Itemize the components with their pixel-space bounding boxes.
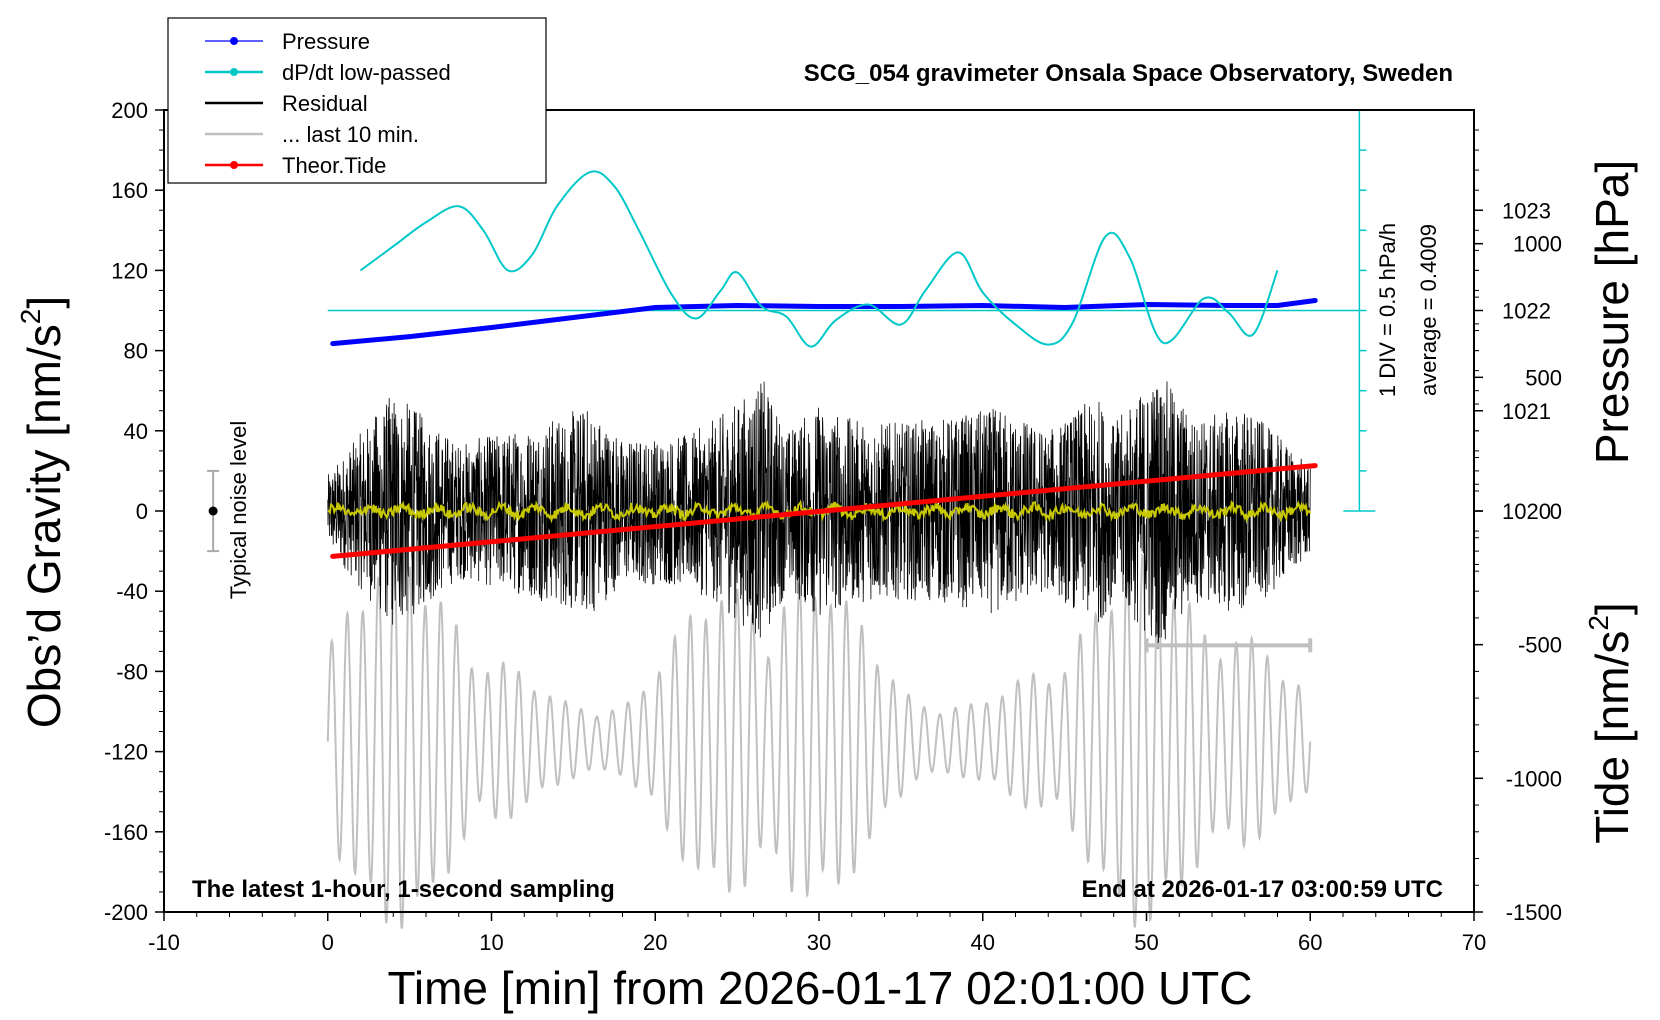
tide-axis-title-main: Tide [nm/s (1586, 631, 1638, 844)
tide-axis-title-end: ] (1586, 602, 1638, 615)
dpdt-zero-line (327, 109, 1376, 512)
legend-box (167, 17, 547, 184)
tide-tick-label: -500 (1518, 633, 1562, 658)
noise-bar-dot (208, 506, 218, 516)
tide-tick-label: 0 (1550, 499, 1562, 524)
legend-label: Theor.Tide (282, 153, 386, 178)
pressure-tick-label: 1022 (1502, 299, 1551, 324)
legend-label: ... last 10 min. (282, 122, 419, 147)
x-tick-label: -10 (148, 930, 180, 955)
legend-label: Residual (282, 91, 368, 116)
y-axis-title-left-main: Obs’d Gravity [nm/s (18, 324, 70, 728)
y-tick-label: 120 (111, 258, 148, 283)
last-10-min-line (326, 551, 1312, 929)
legend: Pressure dP/dt low-passed Residual ... last… (167, 17, 547, 184)
pressure-tick-label: 1023 (1502, 198, 1551, 223)
x-axis-title: Time [min] from 2026-01-17 02:01:00 UTC (388, 962, 1253, 1014)
y-axis-title-left-sup: 2 (15, 309, 46, 325)
residual-line (327, 381, 1311, 650)
series-theor-tide (330, 463, 1318, 559)
y-tick-label: -160 (104, 820, 148, 845)
y-tick-label: 80 (124, 339, 148, 364)
chart-title: SCG_054 gravimeter Onsala Space Observat… (804, 60, 1453, 87)
x-tick-label: 60 (1298, 930, 1322, 955)
y-tick-label: 200 (111, 98, 148, 123)
tide-axis-title-sup: 2 (1583, 615, 1614, 631)
annotation-noise-level: Typical noise level (226, 421, 251, 600)
x-tick-label: 10 (479, 930, 503, 955)
legend-label: dP/dt low-passed (282, 60, 451, 85)
axes: -10 0 10 20 30 40 50 60 7020016012080400-40-80-1… (104, 98, 1562, 955)
legend-marker (230, 68, 238, 76)
y-tick-label: 160 (111, 178, 148, 203)
legend-marker (230, 161, 238, 169)
x-tick-label: 30 (807, 930, 831, 955)
annotation-end-time: End at 2026-01-17 03:00:59 UTC (1082, 876, 1444, 903)
pressure-tick-label: 1021 (1502, 399, 1551, 424)
legend-label: Pressure (282, 29, 370, 54)
x-tick-label: 50 (1134, 930, 1158, 955)
x-tick-label: 70 (1462, 930, 1486, 955)
y-axis-title-left: Obs’d Gravity [nm/s2] (15, 296, 70, 728)
pressure-tick-label: 1020 (1502, 499, 1551, 524)
series-dpdt (359, 170, 1279, 348)
data-series (330, 170, 1318, 559)
tide-tick-label: -1000 (1506, 766, 1562, 791)
x-tick-label: 40 (971, 930, 995, 955)
tide-tick-label: -1500 (1506, 900, 1562, 925)
y-tick-label: -80 (116, 659, 148, 684)
annotation-sampling: The latest 1-hour, 1-second sampling (192, 876, 615, 903)
x-tick-label: 0 (322, 930, 334, 955)
legend-marker (230, 37, 238, 45)
pressure-axis-title: Pressure [hPa] (1586, 160, 1638, 464)
x-tick-label: 20 (643, 930, 667, 955)
y-tick-label: -40 (116, 579, 148, 604)
annotations (207, 469, 1313, 653)
y-tick-label: -120 (104, 740, 148, 765)
annotation-average: average = 0.4009 (1416, 224, 1441, 396)
legend-entries: Pressure dP/dt low-passed Residual ... last… (205, 29, 451, 178)
y-tick-label: 0 (136, 499, 148, 524)
tide-tick-label: 1000 (1513, 232, 1562, 257)
tide-tick-label: 500 (1525, 365, 1562, 390)
annotation-div-scale: 1 DIV = 0.5 hPa/h (1375, 223, 1400, 397)
y-tick-label: 40 (124, 419, 148, 444)
y-axis-title-left-end: ] (18, 296, 70, 309)
tide-axis-title: Tide [nm/s2] (1583, 602, 1638, 843)
y-tick-label: -200 (104, 900, 148, 925)
last-10-min-series (326, 551, 1312, 929)
